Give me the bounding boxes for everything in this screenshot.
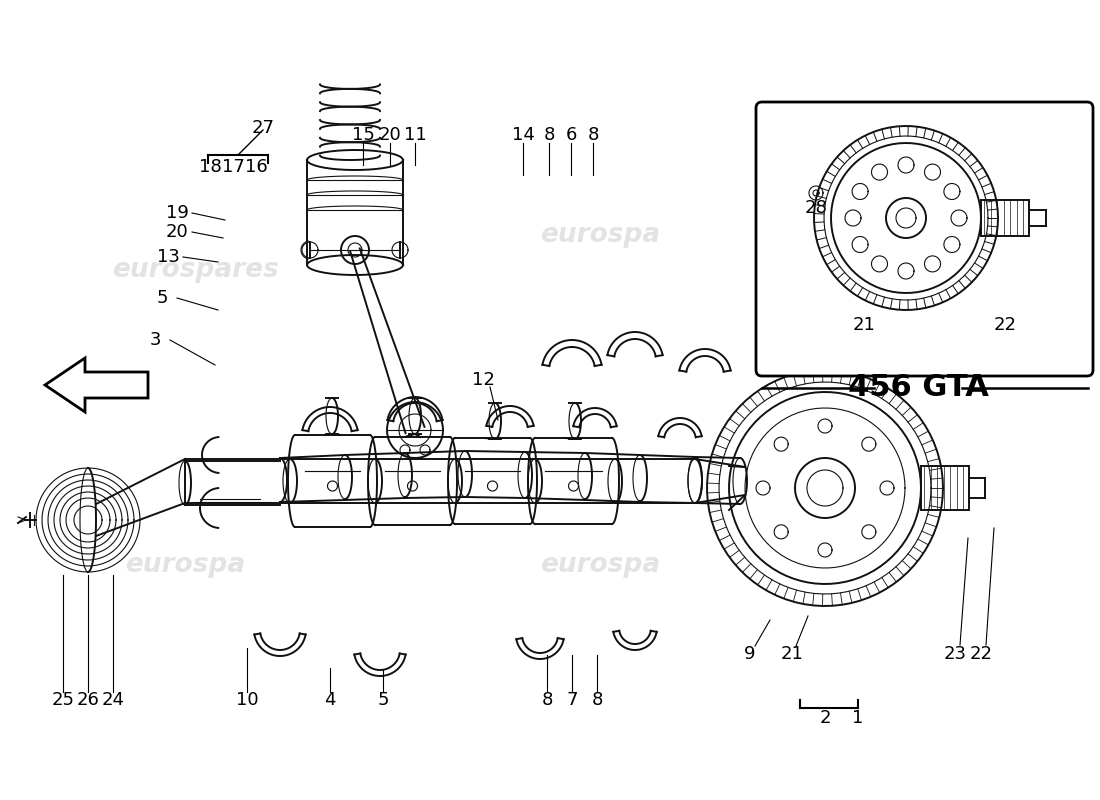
Text: 8: 8 (592, 691, 603, 709)
Text: 3: 3 (150, 331, 161, 349)
Text: 20: 20 (166, 223, 188, 241)
Text: 11: 11 (404, 126, 427, 144)
Text: 10: 10 (235, 691, 258, 709)
Text: 25: 25 (52, 691, 75, 709)
Text: 14: 14 (512, 126, 535, 144)
Text: 24: 24 (101, 691, 124, 709)
Text: 27: 27 (252, 119, 275, 137)
Text: 9: 9 (745, 645, 756, 663)
FancyBboxPatch shape (756, 102, 1093, 376)
Text: 15: 15 (352, 126, 374, 144)
Text: 456 GTA: 456 GTA (848, 374, 989, 402)
Bar (921, 466, 969, 510)
Text: eurospa: eurospa (540, 222, 660, 248)
Text: 17: 17 (221, 158, 244, 176)
Text: 5: 5 (377, 691, 388, 709)
Text: 8: 8 (541, 691, 552, 709)
Text: 2: 2 (820, 709, 830, 727)
Text: 18: 18 (199, 158, 221, 176)
Text: 21: 21 (852, 316, 876, 334)
Text: 8: 8 (543, 126, 554, 144)
Text: 1: 1 (852, 709, 864, 727)
Text: 28: 28 (804, 199, 827, 217)
Text: 16: 16 (244, 158, 267, 176)
Text: 4: 4 (324, 691, 336, 709)
Text: 8: 8 (587, 126, 598, 144)
Text: 22: 22 (993, 316, 1016, 334)
Text: 13: 13 (156, 248, 179, 266)
Text: 12: 12 (472, 371, 494, 389)
Text: 20: 20 (378, 126, 402, 144)
Text: eurospa: eurospa (125, 552, 245, 578)
Text: 5: 5 (156, 289, 167, 307)
Text: eurospares: eurospares (111, 257, 278, 283)
Text: 6: 6 (565, 126, 576, 144)
Text: 22: 22 (969, 645, 992, 663)
Text: 26: 26 (77, 691, 99, 709)
Text: eurospa: eurospa (540, 552, 660, 578)
Text: 23: 23 (944, 645, 967, 663)
Text: 7: 7 (566, 691, 578, 709)
Text: 19: 19 (166, 204, 188, 222)
Bar (981, 200, 1028, 236)
Text: 21: 21 (781, 645, 803, 663)
